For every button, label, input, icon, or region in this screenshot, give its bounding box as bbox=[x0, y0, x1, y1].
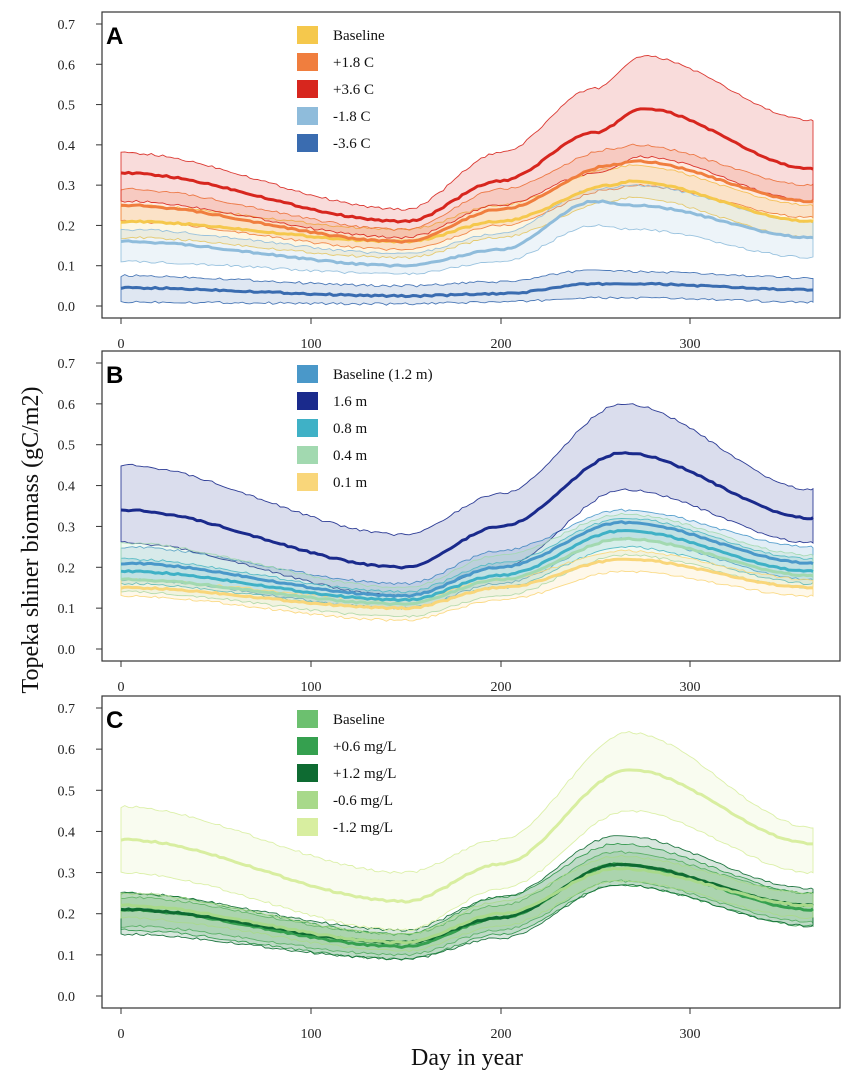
y-tick-label: 0.5 bbox=[58, 784, 76, 799]
panel-letter: B bbox=[106, 362, 123, 389]
legend-label: +0.6 mg/L bbox=[333, 739, 396, 755]
legend-label: Baseline bbox=[333, 28, 385, 44]
panel-b: 0.0 0.1 0.2 0.3 0.4 0.5 0.6 0.7 0 100 200 300 B Basel… bbox=[58, 350, 841, 695]
x-tick-label: 300 bbox=[680, 337, 701, 352]
x-tick-label: 200 bbox=[491, 1027, 512, 1042]
y-tick-label: 0.1 bbox=[58, 602, 76, 617]
y-tick-label: 0.3 bbox=[58, 867, 76, 882]
series-line--1.2 mg/L bbox=[120, 768, 813, 904]
series-line-+1.8 C bbox=[120, 159, 814, 244]
series-line-Baseline bbox=[120, 179, 814, 244]
series-line--1.8 C bbox=[120, 199, 814, 268]
legend-label: -3.6 C bbox=[333, 136, 371, 152]
y-tick-label: 0.0 bbox=[58, 300, 76, 315]
legend-label: 1.6 m bbox=[333, 394, 368, 410]
legend-label: 0.4 m bbox=[333, 448, 368, 464]
x-tick-label: 300 bbox=[680, 680, 701, 695]
band-+1.8 C bbox=[120, 143, 814, 251]
legend-label: -1.2 mg/L bbox=[333, 820, 393, 836]
legend-label: +1.2 mg/L bbox=[333, 766, 396, 782]
plot-frame bbox=[101, 11, 841, 319]
y-tick-label: 0.4 bbox=[58, 825, 76, 840]
legend-swatch bbox=[297, 107, 318, 125]
series-line-0.1 m bbox=[120, 557, 814, 611]
band--3.6 C bbox=[120, 269, 814, 306]
y-tick-label: 0.7 bbox=[58, 357, 76, 372]
x-tick-label: 300 bbox=[680, 1027, 701, 1042]
legend-swatch bbox=[297, 737, 318, 755]
legend-swatch bbox=[297, 26, 318, 44]
legend-swatch bbox=[297, 446, 318, 464]
series-line--3.6 C bbox=[120, 281, 813, 299]
plot-frame bbox=[101, 695, 841, 1009]
legend-swatch bbox=[297, 80, 318, 98]
panel-c: 0.0 0.1 0.2 0.3 0.4 0.5 0.6 0.7 0 100 200 300 C Basel… bbox=[58, 695, 841, 1042]
panel-letter: C bbox=[106, 707, 123, 734]
legend-label: 0.1 m bbox=[333, 475, 368, 491]
y-tick-label: 0.2 bbox=[58, 561, 76, 576]
y-tick-label: 0.6 bbox=[58, 398, 76, 413]
legend-swatch bbox=[297, 134, 318, 152]
legend-swatch bbox=[297, 392, 318, 410]
series-line-1.6 m bbox=[120, 451, 814, 570]
legend-label: +1.8 C bbox=[333, 55, 374, 71]
legend-swatch bbox=[297, 365, 318, 383]
x-tick-label: 200 bbox=[491, 337, 512, 352]
x-tick-label: 0 bbox=[118, 337, 125, 352]
legend-swatch bbox=[297, 53, 318, 71]
y-tick-label: 0.4 bbox=[58, 480, 76, 495]
y-tick-label: 0.2 bbox=[58, 219, 76, 234]
series-line-Baseline (1.2 m) bbox=[120, 520, 814, 598]
x-tick-label: 100 bbox=[301, 680, 322, 695]
y-tick-label: 0.4 bbox=[58, 139, 76, 154]
x-tick-label: 100 bbox=[301, 337, 322, 352]
series-line-0.4 m bbox=[120, 536, 814, 607]
y-tick-label: 0.6 bbox=[58, 58, 76, 73]
legend-swatch bbox=[297, 818, 318, 836]
legend-swatch bbox=[297, 791, 318, 809]
y-tick-label: 0.0 bbox=[58, 990, 76, 1005]
legend-swatch bbox=[297, 473, 318, 491]
x-tick-label: 0 bbox=[118, 680, 125, 695]
y-tick-label: 0.7 bbox=[58, 18, 76, 33]
legend-swatch bbox=[297, 710, 318, 728]
legend-label: +3.6 C bbox=[333, 82, 374, 98]
plot-frame bbox=[101, 350, 841, 662]
y-tick-label: 0.0 bbox=[58, 643, 76, 658]
x-tick-label: 100 bbox=[301, 1027, 322, 1042]
series-line-0.8 m bbox=[120, 529, 814, 603]
band--0.6 mg/L bbox=[120, 854, 814, 953]
legend-label: Baseline bbox=[333, 712, 385, 728]
series-line-+1.2 mg/L bbox=[120, 862, 814, 945]
legend-label: 0.8 m bbox=[333, 421, 368, 437]
legend-swatch bbox=[297, 764, 318, 782]
y-tick-label: 0.5 bbox=[58, 439, 76, 454]
y-axis-title: Topeka shiner biomass (gC/m2) bbox=[18, 387, 44, 694]
x-tick-label: 200 bbox=[491, 680, 512, 695]
panel-a: 0.0 0.1 0.2 0.3 0.4 0.5 0.6 0.7 0 100 200 300 A Basel… bbox=[58, 11, 841, 352]
legend-swatch bbox=[297, 419, 318, 437]
y-tick-label: 0.6 bbox=[58, 743, 76, 758]
y-tick-label: 0.3 bbox=[58, 520, 76, 535]
panel-letter: A bbox=[106, 23, 123, 50]
band-+3.6 C bbox=[120, 55, 814, 240]
y-tick-label: 0.5 bbox=[58, 99, 76, 114]
x-tick-label: 0 bbox=[118, 1027, 125, 1042]
legend-label: -0.6 mg/L bbox=[333, 793, 393, 809]
y-tick-label: 0.2 bbox=[58, 908, 76, 923]
x-axis-title: Day in year bbox=[411, 1045, 523, 1071]
y-tick-label: 0.3 bbox=[58, 179, 76, 194]
series-line-+3.6 C bbox=[120, 107, 814, 224]
legend-label: -1.8 C bbox=[333, 109, 371, 125]
y-tick-label: 0.7 bbox=[58, 702, 76, 717]
y-tick-label: 0.1 bbox=[58, 260, 76, 275]
y-tick-label: 0.1 bbox=[58, 949, 76, 964]
legend-label: Baseline (1.2 m) bbox=[333, 367, 433, 383]
series-line--0.6 mg/L bbox=[120, 866, 814, 945]
